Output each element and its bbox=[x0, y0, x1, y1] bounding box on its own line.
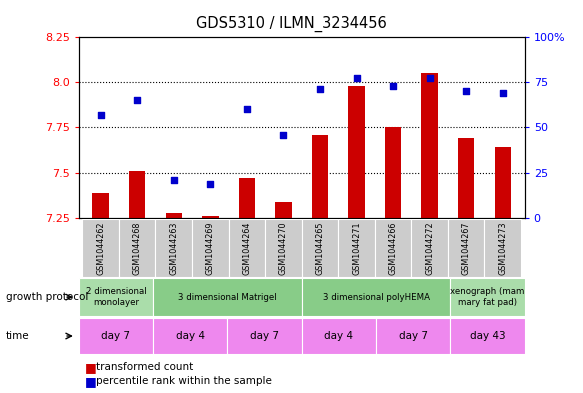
Point bbox=[498, 90, 507, 96]
Bar bbox=[450, 278, 525, 316]
Point bbox=[315, 86, 325, 92]
Bar bbox=[376, 318, 451, 354]
Bar bbox=[265, 219, 302, 277]
Point bbox=[169, 177, 178, 183]
Bar bbox=[494, 147, 511, 218]
Text: transformed count: transformed count bbox=[96, 362, 194, 373]
Text: GSM1044268: GSM1044268 bbox=[133, 221, 142, 275]
Text: GSM1044264: GSM1044264 bbox=[243, 221, 251, 275]
Text: day 7: day 7 bbox=[101, 331, 131, 341]
Text: GSM1044263: GSM1044263 bbox=[169, 221, 178, 275]
Point bbox=[242, 106, 251, 112]
Bar bbox=[202, 216, 219, 218]
Text: GSM1044267: GSM1044267 bbox=[462, 221, 470, 275]
Bar bbox=[338, 219, 375, 277]
Text: GSM1044266: GSM1044266 bbox=[389, 221, 398, 275]
Text: 3 dimensional polyHEMA: 3 dimensional polyHEMA bbox=[322, 293, 430, 301]
Point bbox=[425, 75, 434, 81]
Bar bbox=[302, 318, 376, 354]
Text: GSM1044269: GSM1044269 bbox=[206, 221, 215, 275]
Text: time: time bbox=[6, 331, 30, 341]
Point bbox=[96, 112, 106, 118]
Bar bbox=[93, 193, 109, 218]
Text: day 4: day 4 bbox=[324, 331, 353, 341]
Text: ■: ■ bbox=[85, 361, 96, 374]
Bar bbox=[156, 219, 192, 277]
Bar bbox=[348, 86, 365, 218]
Point bbox=[206, 180, 215, 187]
Point bbox=[352, 75, 361, 81]
Bar bbox=[82, 219, 119, 277]
Bar bbox=[458, 138, 475, 218]
Bar bbox=[275, 202, 292, 218]
Text: ■: ■ bbox=[85, 375, 96, 388]
Text: day 7: day 7 bbox=[399, 331, 428, 341]
Bar bbox=[129, 171, 145, 218]
Bar bbox=[312, 134, 328, 218]
Bar bbox=[192, 219, 229, 277]
Text: 2 dimensional
monolayer: 2 dimensional monolayer bbox=[86, 287, 146, 307]
Bar bbox=[227, 318, 302, 354]
Bar bbox=[166, 213, 182, 218]
Text: percentile rank within the sample: percentile rank within the sample bbox=[96, 376, 272, 386]
Bar bbox=[412, 219, 448, 277]
Bar bbox=[153, 278, 302, 316]
Bar bbox=[79, 278, 153, 316]
Text: 3 dimensional Matrigel: 3 dimensional Matrigel bbox=[178, 293, 277, 301]
Bar bbox=[153, 318, 227, 354]
Text: GSM1044272: GSM1044272 bbox=[425, 221, 434, 275]
Text: GDS5310 / ILMN_3234456: GDS5310 / ILMN_3234456 bbox=[196, 16, 387, 32]
Text: day 43: day 43 bbox=[470, 331, 505, 341]
Bar bbox=[79, 318, 153, 354]
Text: growth protocol: growth protocol bbox=[6, 292, 88, 302]
Point bbox=[388, 83, 398, 89]
Bar bbox=[450, 318, 525, 354]
Bar bbox=[238, 178, 255, 218]
Point bbox=[462, 88, 471, 94]
Text: GSM1044270: GSM1044270 bbox=[279, 221, 288, 275]
Bar bbox=[375, 219, 412, 277]
Point bbox=[279, 131, 288, 138]
Text: GSM1044262: GSM1044262 bbox=[96, 221, 105, 275]
Text: GSM1044273: GSM1044273 bbox=[498, 221, 507, 275]
Bar bbox=[229, 219, 265, 277]
Bar bbox=[448, 219, 484, 277]
Bar bbox=[385, 127, 401, 218]
Text: day 4: day 4 bbox=[175, 331, 205, 341]
Text: xenograph (mam
mary fat pad): xenograph (mam mary fat pad) bbox=[450, 287, 525, 307]
Text: GSM1044271: GSM1044271 bbox=[352, 221, 361, 275]
Bar bbox=[302, 278, 451, 316]
Point bbox=[132, 97, 142, 103]
Bar bbox=[302, 219, 338, 277]
Bar bbox=[119, 219, 156, 277]
Bar bbox=[422, 73, 438, 218]
Text: GSM1044265: GSM1044265 bbox=[315, 221, 325, 275]
Bar bbox=[484, 219, 521, 277]
Text: day 7: day 7 bbox=[250, 331, 279, 341]
